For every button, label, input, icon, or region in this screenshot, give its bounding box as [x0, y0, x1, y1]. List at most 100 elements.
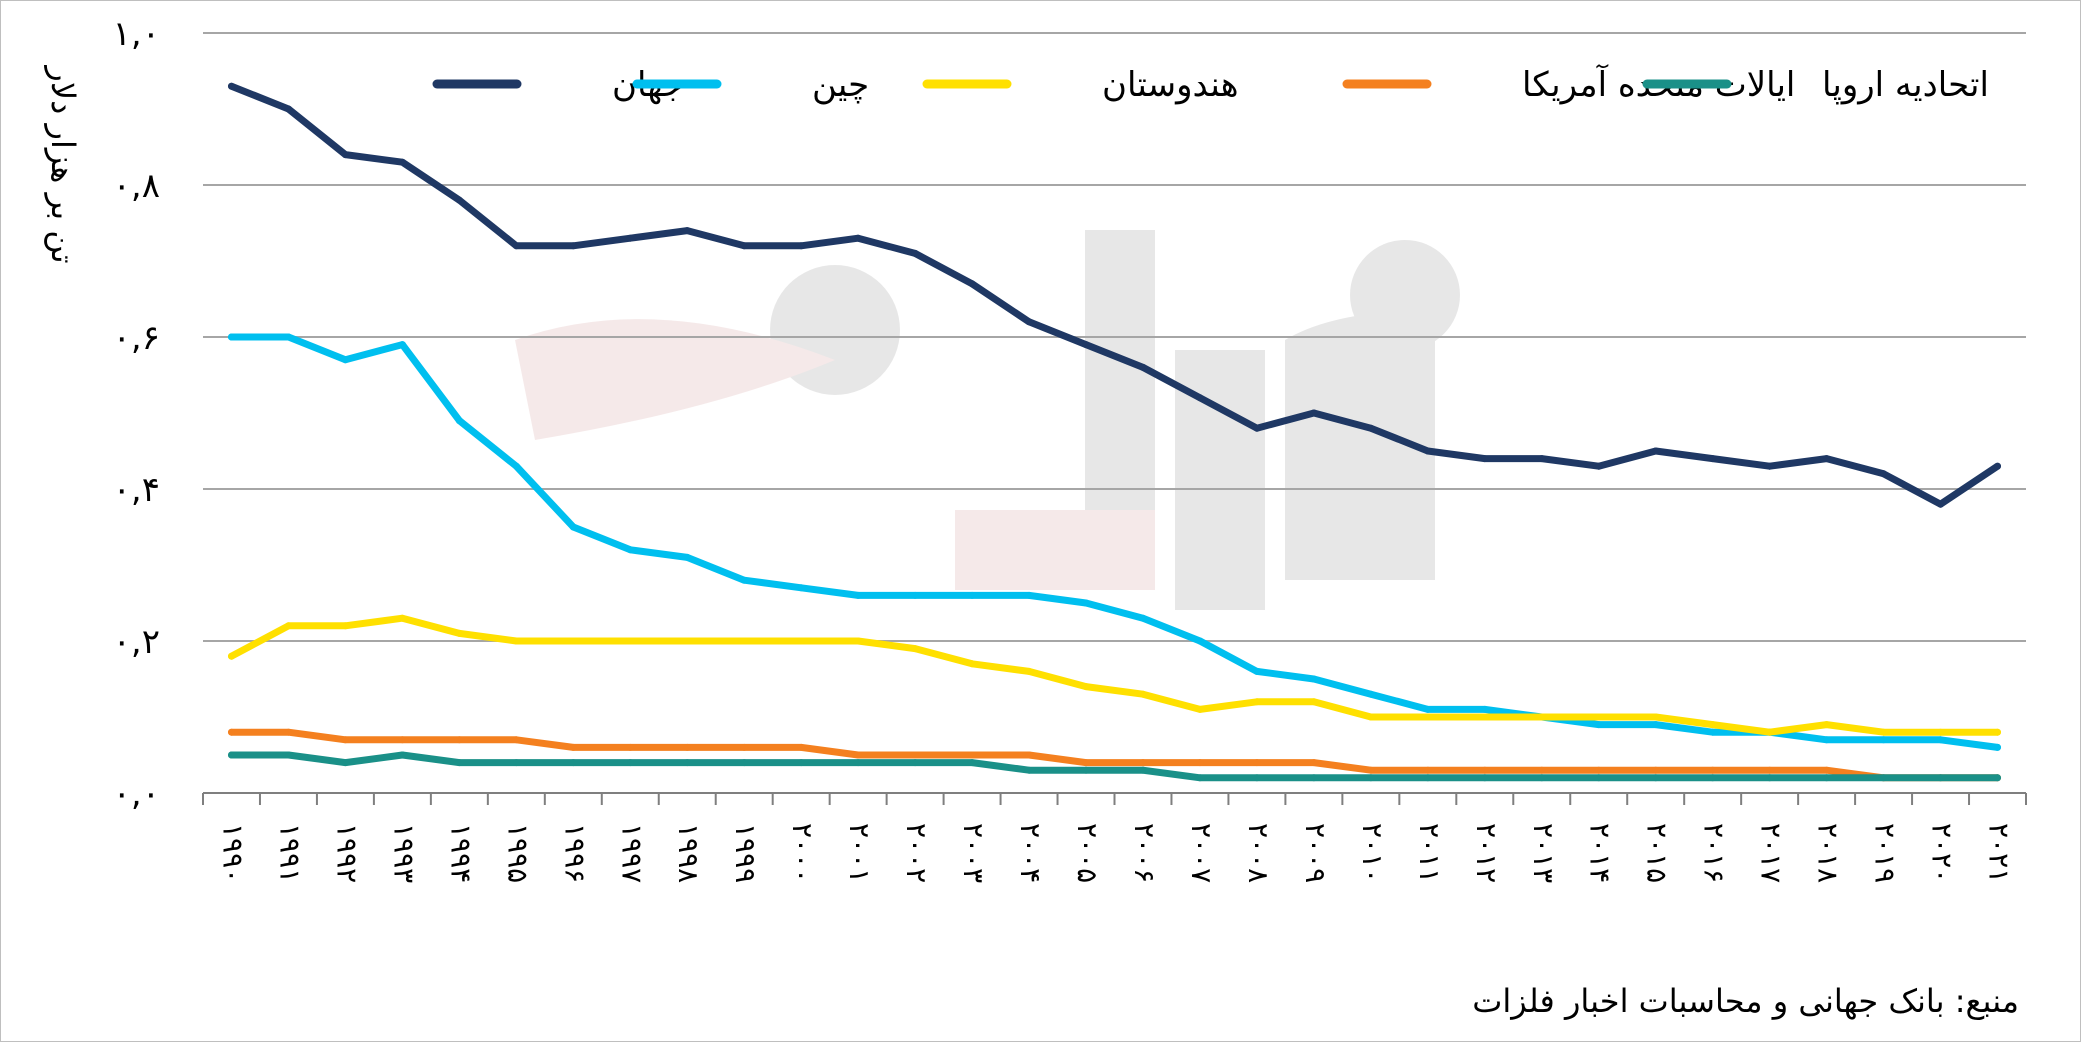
- data-point: [455, 196, 463, 204]
- watermark-logo: [515, 230, 1460, 610]
- data-point: [227, 652, 235, 660]
- data-point: [626, 637, 634, 645]
- data-point: [512, 759, 520, 767]
- x-tick-label: ۱۹۹۲: [330, 823, 363, 883]
- x-tick-label: ۱۹۹۳: [387, 823, 420, 883]
- data-point: [1310, 759, 1318, 767]
- data-point: [1253, 759, 1261, 767]
- data-point: [968, 591, 976, 599]
- data-point: [1139, 759, 1147, 767]
- data-point: [1766, 774, 1774, 782]
- data-point: [1994, 728, 2002, 736]
- series-line-4: [228, 751, 2001, 782]
- data-point: [1025, 751, 1033, 759]
- data-point: [968, 280, 976, 288]
- data-point: [1595, 766, 1603, 774]
- data-point: [341, 151, 349, 159]
- data-point: [1595, 721, 1603, 729]
- data-point: [1025, 667, 1033, 675]
- data-point: [1310, 774, 1318, 782]
- data-point: [683, 759, 691, 767]
- data-point: [398, 736, 406, 744]
- data-point: [1994, 774, 2002, 782]
- data-point: [911, 249, 919, 257]
- data-point: [1652, 721, 1660, 729]
- data-point: [1481, 455, 1489, 463]
- data-point: [1538, 713, 1546, 721]
- x-tick-label: ۲۰۱۸: [1812, 823, 1845, 883]
- data-point: [1709, 766, 1717, 774]
- data-point: [1538, 774, 1546, 782]
- data-point: [1025, 591, 1033, 599]
- x-tick-label: ۲۰۰۲: [900, 823, 933, 883]
- x-tick-label: ۱۹۹۹: [729, 823, 762, 883]
- data-point: [1139, 363, 1147, 371]
- data-point: [284, 333, 292, 341]
- series-line-0: [228, 82, 2001, 508]
- x-tick-label: ۲۰۱۰: [1356, 823, 1389, 883]
- data-point: [398, 158, 406, 166]
- x-tick-label: ۱۹۹۸: [672, 823, 705, 883]
- data-point: [854, 751, 862, 759]
- data-point: [1937, 774, 1945, 782]
- data-point: [398, 614, 406, 622]
- data-point: [1025, 766, 1033, 774]
- data-point: [569, 523, 577, 531]
- data-point: [1310, 675, 1318, 683]
- y-tick-label: ۱,۰: [113, 14, 160, 54]
- series-line-2: [228, 614, 2001, 736]
- data-point: [1196, 705, 1204, 713]
- data-point: [227, 728, 235, 736]
- x-tick-label: ۲۰۱۹: [1869, 823, 1902, 883]
- data-point: [227, 82, 235, 90]
- series-line-1: [228, 333, 2001, 751]
- data-point: [968, 660, 976, 668]
- data-point: [1424, 705, 1432, 713]
- data-point: [1538, 766, 1546, 774]
- x-tick-label: ۲۰۰۸: [1242, 823, 1275, 883]
- data-point: [683, 637, 691, 645]
- x-tick-label: ۲۰۰۳: [957, 823, 990, 883]
- data-point: [512, 637, 520, 645]
- data-point: [1937, 736, 1945, 744]
- data-point: [1652, 766, 1660, 774]
- data-point: [455, 629, 463, 637]
- y-tick-label: ۰,۲: [113, 622, 160, 662]
- data-point: [1823, 736, 1831, 744]
- data-point: [740, 242, 748, 250]
- data-point: [1937, 500, 1945, 508]
- data-point: [1538, 455, 1546, 463]
- data-point: [1310, 409, 1318, 417]
- data-point: [455, 417, 463, 425]
- data-point: [227, 751, 235, 759]
- data-point: [911, 759, 919, 767]
- data-point: [1367, 766, 1375, 774]
- data-point: [1652, 774, 1660, 782]
- data-point: [1253, 698, 1261, 706]
- data-point: [968, 751, 976, 759]
- data-point: [1139, 690, 1147, 698]
- data-point: [1367, 713, 1375, 721]
- x-tick-label: ۱۹۹۰: [216, 823, 249, 883]
- data-point: [512, 242, 520, 250]
- data-point: [854, 759, 862, 767]
- data-point: [1139, 614, 1147, 622]
- x-tick-label: ۲۰۰۵: [1071, 823, 1104, 883]
- legend-label: اتحادیه اروپا: [1822, 65, 1989, 105]
- data-point: [1481, 774, 1489, 782]
- data-point: [1196, 774, 1204, 782]
- series-line-3: [228, 728, 2001, 782]
- x-tick-label: ۲۰۰۱: [843, 823, 876, 883]
- data-point: [740, 743, 748, 751]
- data-point: [1253, 667, 1261, 675]
- data-point: [1595, 774, 1603, 782]
- x-tick-label: ۱۹۹۷: [615, 823, 648, 883]
- data-point: [1595, 462, 1603, 470]
- data-point: [1082, 766, 1090, 774]
- data-point: [1196, 394, 1204, 402]
- legend-label: چین: [812, 65, 869, 105]
- data-point: [854, 637, 862, 645]
- data-point: [1082, 759, 1090, 767]
- y-tick-label: ۰,۰: [113, 774, 160, 814]
